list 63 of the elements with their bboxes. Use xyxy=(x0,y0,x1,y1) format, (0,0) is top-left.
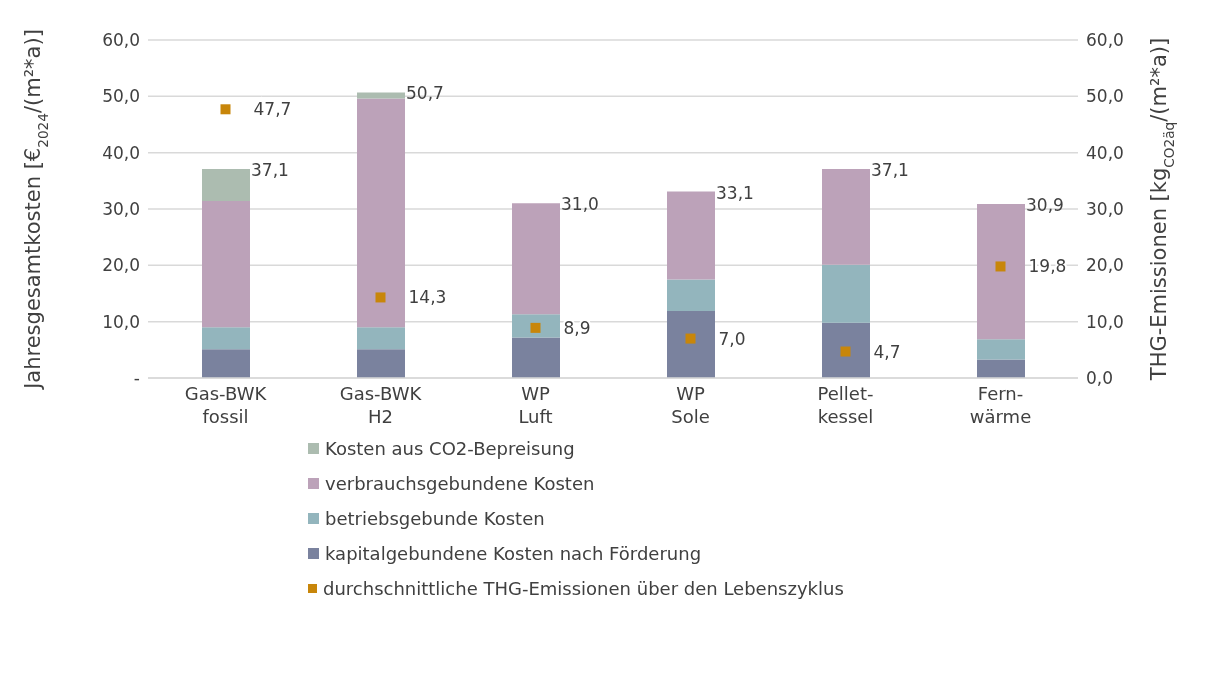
y2-tick-label: 30,0 xyxy=(1086,199,1124,220)
bar xyxy=(977,359,1025,378)
bar xyxy=(667,310,715,378)
total-label: 37,1 xyxy=(251,160,289,180)
bar xyxy=(202,327,250,350)
data-label: 4,7 xyxy=(873,341,901,362)
x-tick-label: Fern- wärme xyxy=(969,383,1032,427)
data-label: 47,7 xyxy=(253,99,292,120)
bar xyxy=(202,201,250,328)
bar xyxy=(202,169,250,202)
bar xyxy=(357,98,405,328)
y-tick-label: 20,0 xyxy=(102,255,140,276)
point xyxy=(220,104,231,115)
total-label: 30,9 xyxy=(1026,194,1064,215)
bar xyxy=(822,264,870,323)
y-tick-label: 40,0 xyxy=(102,142,140,163)
bar xyxy=(202,349,250,378)
data-label: 19,8 xyxy=(1028,256,1067,277)
bar xyxy=(977,203,1025,340)
legend-label: durchschnittliche THG-Emissionen über den Lebenszyklus xyxy=(323,578,844,599)
bar xyxy=(512,203,560,315)
y2-tick-label: 0,0 xyxy=(1086,368,1114,389)
data-label: 8,9 xyxy=(563,317,591,338)
y2-tick-label: 40,0 xyxy=(1086,142,1124,163)
data-label: 14,3 xyxy=(408,287,447,308)
y-tick-label: 50,0 xyxy=(102,86,140,107)
point xyxy=(530,322,541,333)
x-tick-label: Pellet- kessel xyxy=(817,383,874,427)
data-label: 7,0 xyxy=(718,328,746,349)
bar xyxy=(667,279,715,311)
bar xyxy=(357,92,405,99)
point xyxy=(840,346,851,357)
legend-label: verbrauchsgebundene Kosten xyxy=(325,473,595,494)
y2-tick-label: 20,0 xyxy=(1086,255,1124,276)
bar xyxy=(977,339,1025,360)
total-label: 31,0 xyxy=(561,194,599,215)
bar xyxy=(822,322,870,378)
total-label: 50,7 xyxy=(406,83,444,104)
legend-label: kapitalgebundene Kosten nach Förderung xyxy=(325,543,702,564)
total-label: 33,1 xyxy=(716,182,754,203)
legend-label: Kosten aus CO2-Bepreisung xyxy=(325,438,575,459)
bar xyxy=(512,314,560,338)
x-tick-label: Gas-BWK H2 xyxy=(339,383,423,427)
y2-tick-label: 50,0 xyxy=(1086,86,1124,107)
x-tick-label: Gas-BWK fossil xyxy=(184,383,268,427)
bar xyxy=(357,327,405,350)
bar xyxy=(512,337,560,378)
y-tick-label: - xyxy=(133,368,140,389)
point xyxy=(995,261,1006,272)
x-tick-label: WP Luft xyxy=(518,383,553,427)
bar xyxy=(667,191,715,280)
y-tick-label: 60,0 xyxy=(102,30,140,51)
y-tick-label: 30,0 xyxy=(102,199,140,220)
x-tick-label: WP Sole xyxy=(671,383,710,427)
legend-label: betriebsgebunde Kosten xyxy=(325,508,545,529)
y2-tick-label: 10,0 xyxy=(1086,311,1124,332)
point xyxy=(685,333,696,344)
bar xyxy=(357,349,405,378)
total-label: 37,1 xyxy=(871,160,909,180)
point xyxy=(375,292,386,303)
y2-tick-label: 60,0 xyxy=(1086,30,1124,51)
y-tick-label: 10,0 xyxy=(102,311,140,332)
bar xyxy=(822,169,870,265)
